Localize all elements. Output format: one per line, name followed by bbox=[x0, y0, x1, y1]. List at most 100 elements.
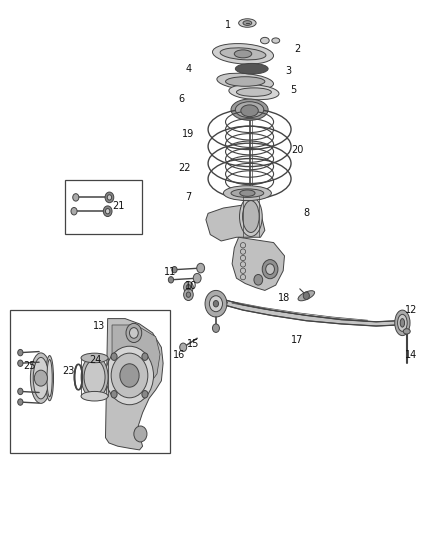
Circle shape bbox=[186, 292, 191, 297]
Bar bbox=[11, 310, 170, 453]
Ellipse shape bbox=[240, 197, 262, 237]
Text: 7: 7 bbox=[185, 192, 191, 203]
Text: 17: 17 bbox=[291, 335, 304, 345]
Ellipse shape bbox=[298, 290, 314, 301]
Text: 23: 23 bbox=[62, 366, 74, 376]
Circle shape bbox=[34, 370, 47, 386]
Ellipse shape bbox=[217, 73, 273, 90]
Circle shape bbox=[209, 296, 223, 312]
Ellipse shape bbox=[235, 102, 264, 118]
Polygon shape bbox=[232, 237, 285, 290]
Text: 25: 25 bbox=[24, 361, 36, 371]
Polygon shape bbox=[206, 203, 265, 241]
Circle shape bbox=[130, 328, 138, 338]
Ellipse shape bbox=[237, 88, 272, 96]
Ellipse shape bbox=[231, 99, 268, 120]
Circle shape bbox=[142, 353, 148, 360]
Ellipse shape bbox=[81, 356, 108, 398]
Ellipse shape bbox=[400, 319, 405, 327]
Ellipse shape bbox=[240, 190, 255, 196]
Text: 24: 24 bbox=[90, 354, 102, 365]
Circle shape bbox=[205, 290, 227, 317]
Text: 11: 11 bbox=[164, 267, 176, 277]
Circle shape bbox=[111, 353, 148, 398]
Text: 4: 4 bbox=[185, 64, 191, 74]
Circle shape bbox=[212, 324, 219, 333]
Circle shape bbox=[103, 206, 112, 216]
Circle shape bbox=[106, 346, 153, 405]
Ellipse shape bbox=[84, 360, 105, 394]
Circle shape bbox=[180, 343, 187, 352]
Text: 12: 12 bbox=[405, 305, 417, 315]
Ellipse shape bbox=[272, 38, 280, 43]
Ellipse shape bbox=[223, 185, 272, 200]
Circle shape bbox=[18, 350, 23, 356]
Text: 20: 20 bbox=[291, 144, 304, 155]
Circle shape bbox=[172, 266, 177, 273]
Text: 1: 1 bbox=[225, 20, 231, 30]
Circle shape bbox=[71, 207, 77, 215]
Ellipse shape bbox=[212, 44, 274, 64]
Circle shape bbox=[107, 195, 112, 200]
Ellipse shape bbox=[403, 329, 410, 334]
Ellipse shape bbox=[81, 353, 108, 363]
Ellipse shape bbox=[241, 105, 258, 117]
Text: 13: 13 bbox=[93, 321, 105, 331]
Circle shape bbox=[262, 260, 278, 279]
Ellipse shape bbox=[81, 391, 108, 401]
Ellipse shape bbox=[398, 314, 407, 332]
Text: 18: 18 bbox=[279, 293, 291, 303]
Circle shape bbox=[18, 360, 23, 367]
Ellipse shape bbox=[234, 50, 252, 58]
Text: 21: 21 bbox=[113, 201, 125, 212]
Circle shape bbox=[18, 388, 23, 394]
Text: 2: 2 bbox=[294, 44, 301, 53]
Text: 19: 19 bbox=[182, 128, 194, 139]
Text: 6: 6 bbox=[179, 93, 185, 103]
Circle shape bbox=[111, 391, 117, 398]
Circle shape bbox=[254, 274, 263, 285]
Circle shape bbox=[111, 353, 117, 360]
Text: 14: 14 bbox=[405, 350, 417, 360]
Circle shape bbox=[73, 193, 79, 201]
Circle shape bbox=[142, 391, 148, 398]
Circle shape bbox=[197, 263, 205, 273]
Text: 10: 10 bbox=[184, 281, 197, 291]
Circle shape bbox=[186, 285, 191, 290]
Ellipse shape bbox=[231, 189, 264, 197]
Text: 5: 5 bbox=[290, 85, 297, 95]
Circle shape bbox=[106, 208, 110, 214]
Text: 8: 8 bbox=[303, 208, 309, 219]
Ellipse shape bbox=[261, 37, 269, 44]
Circle shape bbox=[193, 273, 201, 283]
Bar bbox=[65, 180, 142, 233]
Circle shape bbox=[134, 426, 147, 442]
Ellipse shape bbox=[243, 200, 259, 232]
Ellipse shape bbox=[46, 356, 53, 401]
Polygon shape bbox=[223, 300, 398, 326]
Text: 16: 16 bbox=[173, 350, 185, 360]
Ellipse shape bbox=[229, 85, 279, 100]
Circle shape bbox=[266, 264, 275, 274]
Polygon shape bbox=[112, 325, 160, 391]
Text: 15: 15 bbox=[187, 338, 199, 349]
Ellipse shape bbox=[220, 48, 266, 60]
Circle shape bbox=[18, 399, 23, 405]
Ellipse shape bbox=[235, 63, 268, 74]
Circle shape bbox=[168, 277, 173, 283]
Ellipse shape bbox=[47, 360, 52, 397]
Circle shape bbox=[184, 281, 193, 293]
Circle shape bbox=[126, 324, 142, 343]
Circle shape bbox=[184, 289, 193, 301]
Ellipse shape bbox=[30, 353, 51, 403]
Circle shape bbox=[120, 364, 139, 387]
Text: 22: 22 bbox=[178, 163, 191, 173]
Text: 3: 3 bbox=[286, 66, 292, 76]
Ellipse shape bbox=[243, 21, 252, 26]
Circle shape bbox=[303, 292, 309, 300]
Polygon shape bbox=[106, 319, 163, 450]
Circle shape bbox=[213, 301, 219, 307]
Ellipse shape bbox=[33, 358, 49, 399]
Ellipse shape bbox=[395, 310, 410, 336]
Circle shape bbox=[105, 192, 114, 203]
